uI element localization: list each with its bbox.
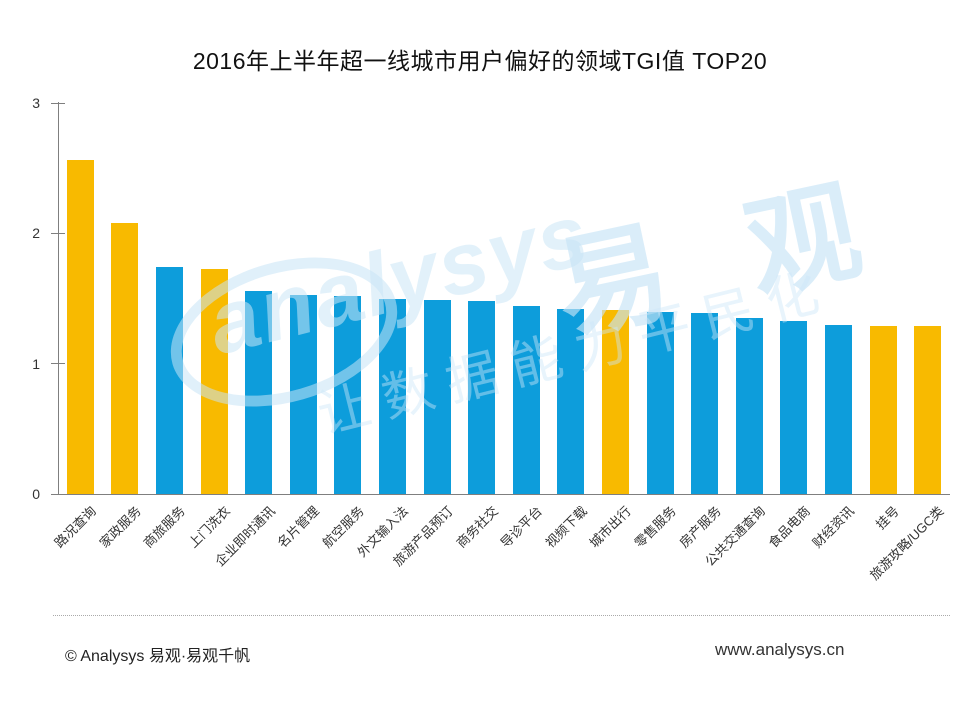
category-label: 导诊平台: [497, 503, 546, 551]
bar: [379, 298, 406, 494]
bar: [156, 267, 183, 494]
bar: [423, 299, 451, 494]
bar: [200, 268, 228, 494]
y-tick-mark: [51, 493, 65, 495]
category-label: 视频下载: [542, 503, 590, 551]
bar: [111, 222, 139, 494]
bar: [869, 325, 897, 494]
y-axis-line: [58, 102, 59, 494]
copyright-text: © Analysys 易观·易观千帆: [65, 648, 251, 665]
bar: [289, 294, 317, 494]
category-label: 财经资讯: [810, 503, 858, 551]
y-tick-mark: [51, 363, 65, 365]
category-label: 挂号: [873, 503, 903, 533]
bar: [468, 301, 496, 494]
category-label: 家政服务: [96, 503, 144, 551]
category-label: 商旅服务: [141, 503, 189, 551]
x-axis-line: [58, 494, 950, 495]
bar: [512, 306, 540, 494]
category-label: 城市出行: [587, 503, 635, 551]
bar: [557, 308, 585, 494]
y-tick-mark: [51, 102, 65, 104]
bar: [735, 318, 763, 494]
bar: [646, 311, 674, 494]
category-label: 路况查询: [51, 503, 100, 551]
bar: [602, 310, 629, 494]
category-label: 名片管理: [274, 503, 323, 551]
y-tick-mark: [51, 232, 65, 234]
y-tick-label: 1: [32, 355, 40, 372]
y-tick-label: 2: [32, 225, 40, 242]
bar: [334, 295, 362, 494]
bar: [825, 324, 852, 494]
bar: [245, 290, 273, 494]
category-label: 商务社交: [453, 503, 501, 551]
bar: [66, 160, 94, 494]
bar: [780, 320, 808, 494]
watermark-swoosh-icon: [153, 232, 415, 432]
y-tick-label: 3: [32, 95, 40, 111]
bar: [914, 325, 942, 494]
y-tick-label: 0: [32, 486, 40, 502]
chart-title: 2016年上半年超一线城市用户偏好的领域TGI值 TOP20: [192, 48, 768, 74]
bar: [691, 312, 719, 494]
footer-separator-line: [53, 615, 950, 616]
category-label: 零售服务: [631, 503, 680, 551]
website-url: www.analysys.cn: [715, 640, 845, 659]
category-label: 食品电商: [765, 503, 813, 551]
